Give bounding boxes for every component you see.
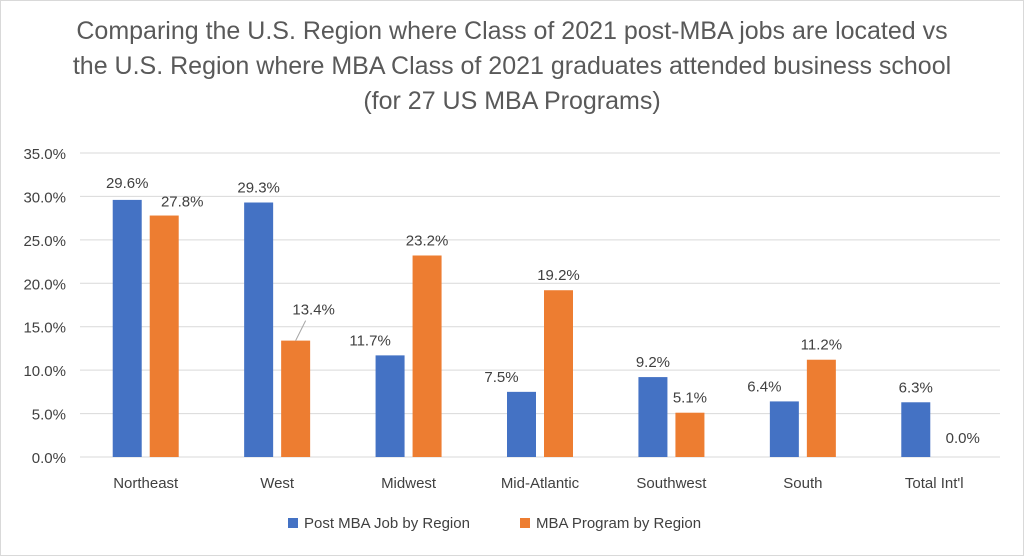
legend-label: MBA Program by Region	[536, 515, 701, 532]
data-label: 6.4%	[747, 378, 781, 395]
y-tick-label: 10.0%	[23, 363, 66, 380]
legend-swatch-post-mba-job	[288, 518, 298, 528]
leader-line	[295, 320, 307, 341]
x-tick-label: Mid-Atlantic	[501, 475, 580, 492]
data-label: 23.2%	[406, 232, 449, 249]
y-tick-label: 20.0%	[23, 276, 66, 293]
data-label: 11.2%	[801, 337, 842, 354]
data-label: 13.4%	[292, 302, 335, 319]
legend-label: Post MBA Job by Region	[304, 515, 470, 532]
data-label: 27.8%	[161, 194, 204, 211]
bar-post-mba-job	[112, 199, 142, 457]
bar-post-mba-job	[769, 401, 799, 457]
y-tick-label: 5.0%	[32, 407, 66, 424]
chart-title: Comparing the U.S. Region where Class of…	[72, 17, 952, 115]
y-tick-label: 30.0%	[23, 189, 66, 206]
data-label: 11.7%	[349, 332, 390, 349]
data-label: 7.5%	[484, 369, 518, 386]
bar-mba-program	[544, 290, 573, 457]
bar-mba-program	[806, 359, 836, 457]
data-label: 6.3%	[899, 379, 933, 396]
bar-post-mba-job	[244, 202, 274, 457]
bar-mba-program	[675, 412, 705, 457]
bar-mba-program	[149, 215, 179, 457]
x-tick-label: Southwest	[636, 475, 707, 492]
x-tick-label: West	[260, 475, 295, 492]
x-tick-label: Total Int'l	[905, 475, 964, 492]
x-tick-label: Northeast	[113, 475, 179, 492]
y-tick-label: 15.0%	[23, 320, 66, 337]
bar-mba-program	[412, 255, 442, 457]
bar-post-mba-job	[901, 402, 931, 457]
data-label: 0.0%	[946, 430, 980, 447]
data-label: 5.1%	[673, 390, 707, 407]
data-label: 9.2%	[636, 354, 670, 371]
data-label: 29.3%	[237, 180, 280, 197]
y-tick-label: 25.0%	[23, 233, 66, 250]
x-tick-label: Midwest	[381, 475, 437, 492]
bar-post-mba-job	[507, 391, 536, 457]
legend-swatch-mba-program	[520, 518, 530, 528]
bar-post-mba-job	[375, 355, 405, 457]
bar-post-mba-job	[638, 377, 668, 457]
y-tick-label: 0.0%	[32, 450, 66, 467]
data-label: 29.6%	[106, 175, 149, 192]
y-tick-label: 35.0%	[23, 146, 66, 163]
x-tick-label: South	[783, 475, 822, 492]
data-label: 19.2%	[537, 267, 580, 284]
bar-mba-program	[281, 340, 311, 457]
